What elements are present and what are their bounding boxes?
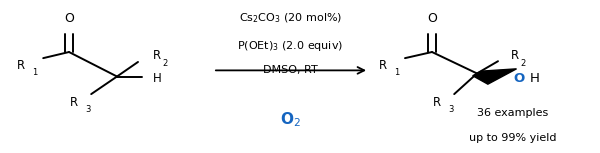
Text: H: H bbox=[153, 72, 162, 84]
Text: O$_2$: O$_2$ bbox=[280, 110, 301, 129]
Text: O: O bbox=[513, 72, 524, 84]
Text: R: R bbox=[70, 96, 78, 109]
Text: P(OEt)$_3$ (2.0 equiv): P(OEt)$_3$ (2.0 equiv) bbox=[238, 39, 343, 53]
Polygon shape bbox=[473, 69, 517, 84]
Text: R: R bbox=[153, 49, 161, 62]
Text: H: H bbox=[530, 72, 539, 84]
Text: 3: 3 bbox=[85, 105, 91, 114]
Text: R: R bbox=[379, 59, 387, 71]
Text: 36 examples: 36 examples bbox=[478, 108, 548, 118]
Text: up to 99% yield: up to 99% yield bbox=[469, 133, 557, 143]
Text: O: O bbox=[427, 12, 437, 25]
Text: R: R bbox=[17, 59, 25, 71]
Text: R: R bbox=[511, 49, 520, 62]
Text: 1: 1 bbox=[394, 68, 400, 77]
Text: DMSO, RT: DMSO, RT bbox=[263, 65, 318, 75]
Text: 3: 3 bbox=[448, 105, 454, 114]
Text: 2: 2 bbox=[521, 59, 526, 68]
Text: Cs$_2$CO$_3$ (20 mol%): Cs$_2$CO$_3$ (20 mol%) bbox=[239, 12, 342, 25]
Text: 1: 1 bbox=[32, 68, 38, 77]
Text: R: R bbox=[433, 96, 441, 109]
Text: O: O bbox=[64, 12, 74, 25]
Text: 2: 2 bbox=[163, 59, 167, 68]
